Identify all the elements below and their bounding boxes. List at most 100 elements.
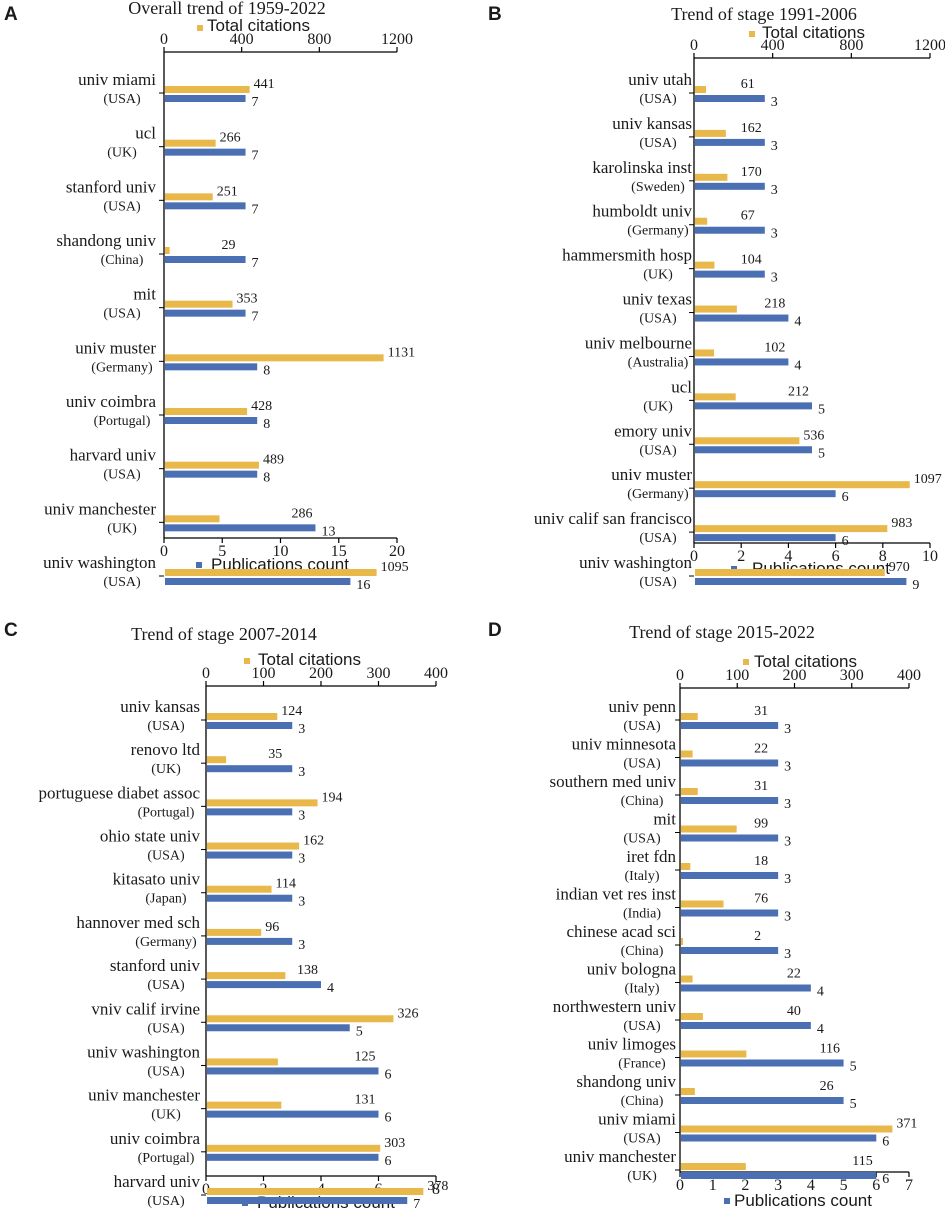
- top-axis-tick-label: 0: [676, 667, 684, 684]
- citations-value-univ-manchester: 115: [852, 1154, 872, 1169]
- citations-bar-harvard-univ: [207, 1188, 424, 1195]
- citations-bar-univ-muster: [165, 354, 384, 362]
- country-label-humboldt-univ: (Germany): [627, 224, 689, 239]
- country-label-mit: (USA): [623, 832, 661, 847]
- institution-label-univ-miami: univ miami: [78, 70, 156, 89]
- bottom-axis-tick-label: 7: [905, 1177, 913, 1194]
- institution-label-univ-kansas: univ kansas: [120, 697, 200, 716]
- publications-value-hannover-med-sch: 3: [298, 938, 305, 953]
- citations-value-stanford-univ: 251: [217, 184, 238, 199]
- publications-value-northwestern-univ: 4: [817, 1022, 824, 1037]
- citations-value-chinese-acad-sci: 2: [754, 929, 761, 944]
- citations-bar-renovo-ltd: [207, 756, 227, 764]
- legend-swatch-citations: [749, 31, 755, 37]
- chart-title: Trend of stage 1991-2006: [671, 4, 857, 24]
- top-axis-tick-label: 400: [424, 665, 448, 682]
- panel-letter: C: [4, 620, 18, 641]
- citations-value-univ-minnesota: 22: [754, 742, 768, 757]
- citations-bar-emory-univ: [695, 437, 800, 445]
- institution-label-univ-washington: univ washington: [87, 1042, 200, 1061]
- panel-c: C Trend of stage 2007-2014 Total citations…: [4, 620, 448, 1212]
- bottom-axis-tick-label: 5: [218, 543, 226, 560]
- citations-bar-univ-kansas: [207, 713, 278, 720]
- top-axis-tick-label: 300: [367, 665, 391, 682]
- publications-bar-univ-penn: [681, 722, 779, 729]
- chart-title: Trend of stage 2007-2014: [131, 624, 317, 644]
- citations-value-ucl: 266: [220, 131, 241, 146]
- top-axis-tick-label: 1200: [914, 37, 945, 54]
- publications-value-univ-coimbra: 8: [263, 417, 270, 432]
- country-label-univ-manchester: (UK): [627, 1169, 657, 1184]
- citations-value-univ-coimbra: 303: [384, 1136, 405, 1151]
- publications-bar-harvard-univ: [165, 470, 258, 478]
- publications-value-chinese-acad-sci: 3: [784, 947, 791, 962]
- publications-bar-ohio-state-univ: [207, 851, 293, 859]
- top-axis-tick-label: 300: [840, 667, 864, 684]
- country-label-stanford-univ: (USA): [103, 199, 141, 214]
- citations-value-indian-vet-res-inst: 76: [754, 892, 768, 907]
- citations-bar-ucl: [165, 139, 216, 147]
- country-label-renovo-ltd: (UK): [151, 762, 181, 777]
- publications-bar-univ-bologna: [681, 984, 811, 992]
- legend-swatch-citations: [743, 659, 749, 665]
- institution-label-univ-limoges: univ limoges: [588, 1035, 676, 1054]
- publications-value-univ-coimbra: 6: [385, 1154, 392, 1169]
- citations-value-mit: 99: [754, 817, 768, 832]
- publications-bar-hannover-med-sch: [207, 937, 293, 945]
- publications-bar-univ-manchester: [681, 1172, 877, 1179]
- institution-label-univ-melbourne: univ melbourne: [585, 333, 692, 352]
- country-label-hannover-med-sch: (Germany): [135, 935, 197, 950]
- citations-bar-hammersmith-hosp: [695, 261, 715, 269]
- publications-bar-iret-fdn: [681, 872, 779, 879]
- publications-value-univ-calif-san-francisco: 6: [842, 534, 849, 549]
- top-axis-tick-label: 200: [309, 665, 333, 682]
- legend-swatch-citations: [197, 25, 203, 31]
- publications-value-shandong-univ: 7: [252, 256, 259, 271]
- publications-value-renovo-ltd: 3: [298, 765, 305, 780]
- citations-bar-univ-coimbra: [165, 408, 248, 415]
- bottom-axis-tick-label: 15: [331, 543, 347, 560]
- publications-value-univ-limoges: 5: [850, 1060, 857, 1075]
- publications-bar-kitasato-univ: [207, 894, 293, 902]
- citations-bar-univ-manchester: [681, 1163, 746, 1170]
- institution-label-univ-manchester: univ manchester: [88, 1086, 200, 1105]
- country-label-univ-muster: (Germany): [627, 487, 689, 502]
- citations-value-ohio-state-univ: 162: [303, 834, 324, 849]
- publications-bar-stanford-univ: [165, 202, 246, 210]
- publications-bar-emory-univ: [695, 446, 812, 454]
- country-label-univ-manchester: (UK): [107, 521, 137, 536]
- institution-label-indian-vet-res-inst: indian vet res inst: [556, 885, 677, 904]
- institution-label-vniv-calif-irvine: vniv calif irvine: [91, 999, 200, 1018]
- publications-value-ucl: 5: [818, 402, 825, 417]
- panel-d: D Trend of stage 2015-2022 Total citations…: [488, 620, 921, 1210]
- citations-value-univ-penn: 31: [754, 704, 768, 719]
- institution-label-stanford-univ: stanford univ: [66, 177, 157, 196]
- top-axis-tick-label: 400: [761, 37, 785, 54]
- citations-value-vniv-calif-irvine: 326: [397, 1006, 418, 1021]
- top-axis-tick-label: 0: [690, 37, 698, 54]
- country-label-iret-fdn: (Italy): [625, 869, 660, 884]
- publications-value-univ-washington: 16: [356, 578, 370, 593]
- publications-value-univ-miami: 7: [252, 95, 259, 110]
- publications-bar-southern-med-univ: [681, 797, 779, 804]
- publications-value-univ-bologna: 4: [817, 985, 824, 1000]
- citations-value-harvard-univ: 378: [427, 1179, 448, 1194]
- publications-value-ucl: 7: [252, 149, 259, 164]
- institution-label-univ-muster: univ muster: [611, 465, 692, 484]
- citations-bar-hannover-med-sch: [207, 928, 262, 936]
- legend-citations: Total citations: [258, 650, 361, 669]
- citations-value-univ-utah: 61: [741, 77, 755, 92]
- institution-label-univ-miami: univ miami: [598, 1110, 676, 1129]
- publications-value-univ-muster: 6: [842, 490, 849, 505]
- country-label-univ-texas: (USA): [639, 312, 677, 327]
- institution-label-southern-med-univ: southern med univ: [549, 772, 676, 791]
- country-label-univ-miami: (USA): [623, 1132, 661, 1147]
- country-label-univ-kansas: (USA): [147, 719, 185, 734]
- citations-value-univ-texas: 218: [764, 297, 785, 312]
- citations-bar-univ-muster: [695, 481, 910, 489]
- publications-value-univ-penn: 3: [784, 722, 791, 737]
- citations-bar-univ-coimbra: [207, 1144, 381, 1152]
- citations-value-univ-bologna: 22: [787, 967, 801, 982]
- publications-bar-univ-calif-san-francisco: [695, 534, 836, 542]
